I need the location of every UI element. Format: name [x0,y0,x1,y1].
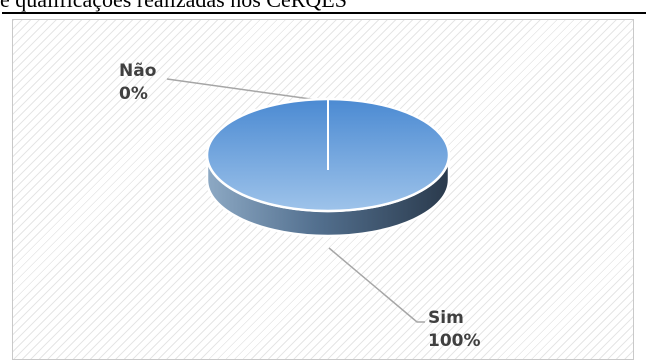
chart-area: Não 0% Sim 100% [12,19,634,360]
pie-chart [166,78,451,323]
data-label-sim-category: Sim [428,308,464,328]
caption-rule [2,12,646,14]
pie-slices [205,97,451,238]
leader-line-nao [166,78,326,102]
data-label-sim: Sim 100% [428,307,481,353]
data-label-nao-value: 0% [119,84,148,104]
leader-lines [166,78,425,323]
data-label-sim-value: 100% [428,331,481,351]
leader-line-sim [328,247,425,323]
data-label-nao-category: Não [119,61,157,81]
data-label-nao: Não 0% [119,60,156,106]
figure-caption: e qualificações realizadas nos CeRQES [0,0,646,13]
